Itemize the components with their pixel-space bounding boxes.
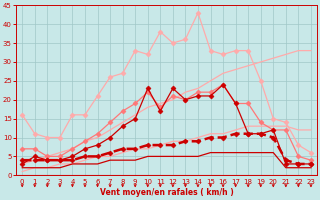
X-axis label: Vent moyen/en rafales ( km/h ): Vent moyen/en rafales ( km/h ) [100,188,234,197]
